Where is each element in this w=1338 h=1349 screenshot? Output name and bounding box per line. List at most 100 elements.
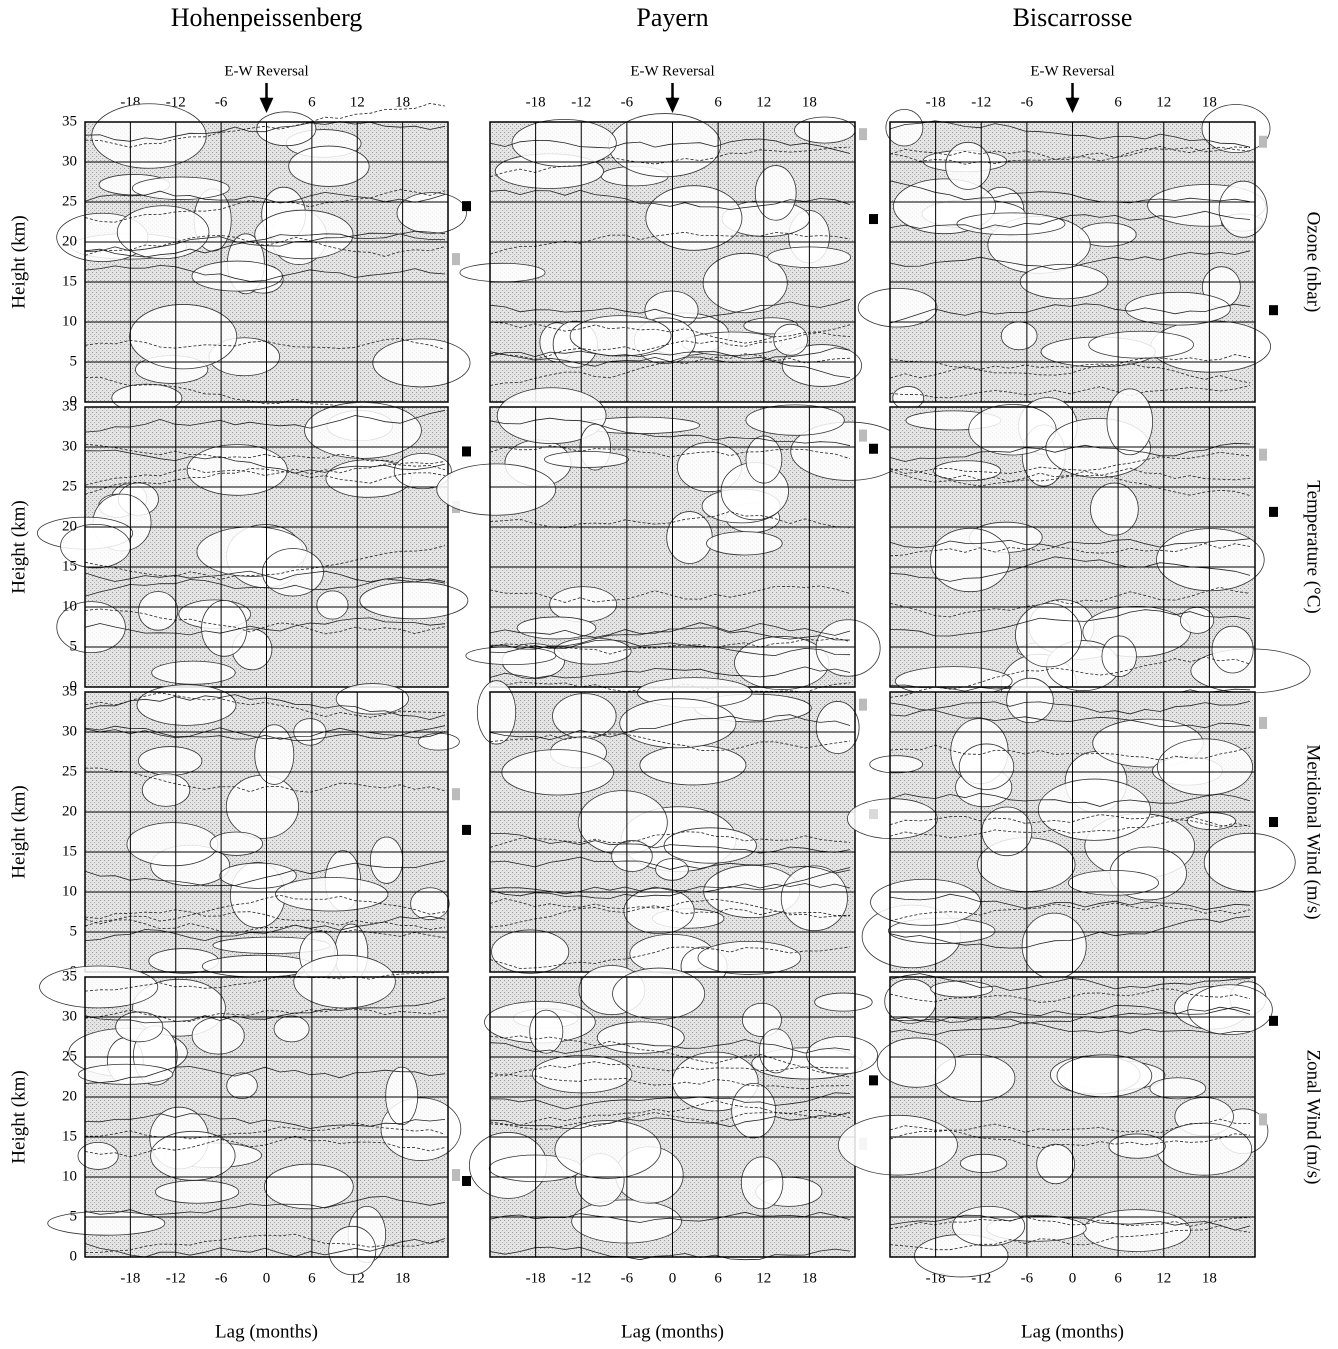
contour-region (666, 511, 713, 564)
contour-line (889, 1214, 1251, 1231)
y-tick-label: 20 (62, 1088, 77, 1104)
contour-line (889, 467, 1251, 483)
contour-line (84, 894, 446, 927)
y-axis-label: Height (km) (8, 785, 29, 878)
x-tick-label: -6 (215, 94, 228, 110)
contour-line (489, 627, 851, 641)
contour-line (489, 1073, 851, 1090)
contour-region (496, 387, 607, 444)
contour-region (116, 205, 210, 260)
contour-line (889, 988, 1251, 1003)
y-tick-label: 15 (62, 843, 77, 859)
contour-region (930, 980, 994, 998)
x-tick-label: 12 (1156, 1270, 1171, 1286)
contour-line (889, 451, 1251, 474)
contour-line (84, 463, 446, 486)
contour-region (1068, 870, 1159, 896)
contour-line (84, 337, 446, 350)
contour-region (465, 646, 557, 666)
contour-line (889, 442, 1251, 462)
panel-frame (84, 406, 449, 688)
contour-region (529, 1009, 564, 1054)
contour-line (489, 331, 851, 360)
contour-line (84, 189, 446, 223)
contour-region (773, 323, 808, 356)
contour-region (1056, 1054, 1153, 1098)
contour-region (56, 601, 126, 654)
contour-line (489, 417, 851, 447)
contour-region (1149, 1077, 1207, 1100)
contour-region (876, 1037, 956, 1088)
contour-region (186, 444, 288, 496)
contour-region (1156, 1122, 1253, 1176)
contour-line (889, 973, 1251, 991)
contour-region (385, 1066, 419, 1126)
contour-region (91, 103, 207, 169)
contour-line (889, 915, 1251, 949)
y-tick-label: 0 (70, 393, 78, 409)
contour-region (814, 992, 873, 1012)
contour-line (489, 146, 851, 178)
contour-line (889, 146, 1251, 165)
x-tick-label: -6 (1021, 94, 1034, 110)
y-tick-label: 20 (62, 233, 77, 249)
contour-line (889, 145, 1251, 160)
contour-region (141, 773, 191, 807)
contour-line (889, 250, 1251, 271)
contour-line (489, 1092, 851, 1110)
contour-region (436, 463, 557, 516)
contour-line (489, 189, 851, 210)
contour-region (806, 1036, 878, 1075)
y-tick-label: 25 (62, 1048, 77, 1064)
panel-frame (84, 121, 449, 403)
contour-line (85, 1122, 446, 1140)
contour-region (612, 967, 706, 1020)
contour-region (794, 116, 856, 144)
marker (462, 446, 471, 457)
contour-region (126, 822, 219, 867)
marker (869, 214, 878, 225)
contour-line (489, 321, 851, 344)
contour-region (554, 1120, 662, 1179)
column-title: Biscarrosse (1013, 3, 1133, 32)
contour-line (489, 637, 851, 655)
contour-line (889, 609, 1251, 637)
contour-line (889, 656, 1251, 698)
contour-region (981, 806, 1033, 857)
panel-frame (889, 406, 1256, 688)
contour-line (489, 353, 851, 386)
y-tick-label: 5 (70, 923, 78, 939)
contour-line (84, 230, 446, 252)
contour-line (84, 1066, 446, 1084)
contour-line (84, 617, 446, 636)
contour-line (489, 622, 851, 650)
contour-region (136, 684, 237, 726)
contour-region (639, 744, 747, 786)
contour-line (84, 860, 446, 887)
contour-line (489, 138, 851, 154)
contour-region (275, 877, 389, 912)
x-tick-label: -18 (526, 1270, 546, 1286)
contour-line (889, 902, 1251, 922)
contour-line (489, 585, 851, 603)
marker (859, 698, 867, 711)
contour-region (544, 450, 629, 468)
contour-line (84, 443, 446, 465)
contour-line (84, 468, 446, 495)
contour-line (84, 264, 446, 282)
contour-line (489, 856, 851, 874)
contour-region (1218, 180, 1268, 238)
contour-line (489, 1061, 851, 1077)
y-tick-label: 5 (70, 1208, 78, 1224)
contour-region (491, 929, 570, 974)
contour-region (219, 862, 297, 889)
contour-region (1203, 832, 1296, 892)
panel-frame (84, 691, 449, 973)
y-tick-label: 5 (70, 353, 78, 369)
y-tick-label: 35 (62, 968, 77, 984)
panel (889, 388, 1311, 719)
marker (1259, 448, 1267, 461)
contour-region (731, 1082, 777, 1139)
marker (1259, 716, 1267, 729)
contour-region (885, 108, 924, 147)
